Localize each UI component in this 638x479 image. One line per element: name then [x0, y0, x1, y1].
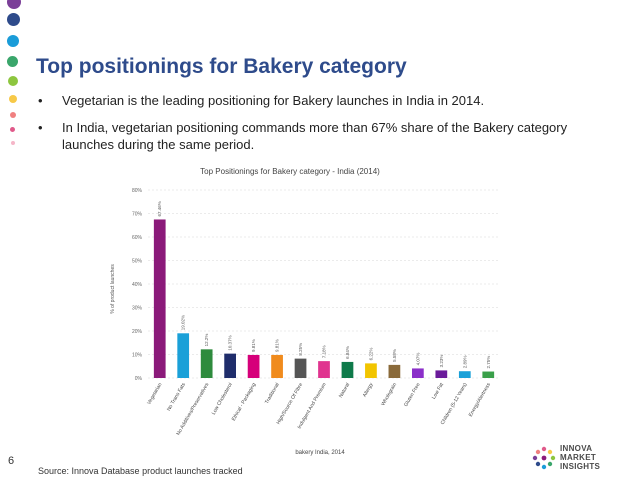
- x-tick-label: Ethical - Packaging: [231, 382, 258, 422]
- x-tick-label: Vegetarian: [146, 382, 163, 406]
- decorative-dot: [7, 0, 21, 9]
- x-tick-label: Gluten Free: [403, 382, 422, 408]
- chart-x-axis-label: bakery India, 2014: [295, 450, 345, 456]
- x-tick-label: No Trans Fats: [166, 382, 187, 413]
- bullet-item: • In India, vegetarian positioning comma…: [38, 119, 598, 153]
- bar: [271, 354, 283, 378]
- bar: [482, 371, 495, 378]
- data-label: 7.18%: [322, 345, 327, 358]
- logo-dots-icon: [532, 446, 556, 470]
- bar: [458, 371, 471, 378]
- data-label: 6.84%: [345, 346, 350, 359]
- y-tick-label: 30%: [132, 306, 143, 312]
- logo-text-line: MARKET: [560, 453, 597, 462]
- data-label: 4.07%: [415, 353, 420, 366]
- data-label: 8.25%: [298, 343, 303, 356]
- page-number: 6: [8, 455, 15, 467]
- logo-text-line: INNOVA: [560, 444, 593, 453]
- bar: [177, 333, 190, 378]
- x-tick-label: Wholegrain: [380, 382, 398, 407]
- data-label: 9.81%: [275, 339, 280, 352]
- bullet-symbol: •: [38, 93, 43, 108]
- data-label: 2.75%: [486, 356, 491, 369]
- x-tick-label: Low Cholesterol: [211, 382, 234, 416]
- decorative-dot: [10, 112, 16, 118]
- y-tick-label: 0%: [135, 376, 143, 382]
- y-tick-label: 10%: [132, 353, 143, 359]
- y-tick-label: 80%: [132, 188, 143, 194]
- bullet-item: • Vegetarian is the leading positioning …: [38, 92, 598, 109]
- decorative-dots: [7, 0, 23, 150]
- x-tick-label: Allergy: [362, 382, 375, 399]
- data-label: 9.81%: [251, 339, 256, 352]
- chart-title: Top Positionings for Bakery category - I…: [200, 167, 380, 176]
- x-tick-label: Energy/Alertness: [468, 382, 492, 418]
- decorative-dot: [7, 56, 18, 67]
- data-label: 67.46%: [157, 201, 162, 216]
- bullet-text: Vegetarian is the leading positioning fo…: [62, 93, 485, 108]
- logo-text: INNOVA MARKET INSIGHTS: [560, 444, 600, 471]
- y-tick-label: 60%: [132, 235, 143, 241]
- y-tick-label: 40%: [132, 282, 143, 288]
- decorative-dot: [7, 13, 20, 26]
- decorative-dot: [7, 35, 19, 47]
- bar-chart: Top Positionings for Bakery category - I…: [110, 167, 500, 456]
- data-label: 5.58%: [392, 349, 397, 362]
- data-label: 2.89%: [462, 355, 467, 368]
- data-label: 6.22%: [368, 348, 373, 361]
- data-label: 19.02%: [181, 315, 186, 330]
- bullet-text: In India, vegetarian positioning command…: [62, 120, 568, 152]
- bar: [318, 361, 330, 378]
- innova-logo: INNOVA MARKET INSIGHTS: [532, 444, 632, 476]
- bar: [200, 349, 213, 378]
- data-label: 3.23%: [439, 355, 444, 368]
- logo-text-line: INSIGHTS: [560, 462, 601, 471]
- decorative-dot: [9, 95, 17, 103]
- decorative-dot: [11, 141, 15, 145]
- x-tick-label: Low Fat: [431, 381, 445, 400]
- bullet-list: • Vegetarian is the leading positioning …: [38, 92, 598, 163]
- y-tick-label: 70%: [132, 212, 143, 218]
- source-note: Source: Innova Database product launches…: [38, 466, 243, 476]
- decorative-dot: [8, 76, 18, 86]
- x-tick-label: Children (5-12 Years): [440, 382, 469, 426]
- bar: [224, 353, 236, 378]
- bar: [341, 361, 354, 378]
- bar: [294, 358, 307, 378]
- bar: [365, 363, 377, 378]
- y-tick-label: 20%: [132, 329, 143, 335]
- x-tick-label: Traditional: [264, 382, 281, 405]
- y-tick-label: 50%: [132, 259, 143, 265]
- bar: [435, 370, 448, 378]
- bar: [388, 364, 401, 378]
- decorative-dot: [10, 127, 15, 132]
- data-label: 10.37%: [228, 335, 233, 350]
- chart-y-axis-label: % of product launches: [110, 264, 116, 314]
- slide-title: Top positionings for Bakery category: [36, 55, 407, 78]
- bar: [153, 219, 166, 378]
- bullet-symbol: •: [38, 120, 43, 135]
- data-label: 12.2%: [204, 334, 209, 347]
- bar: [412, 368, 424, 378]
- x-tick-label: Natural: [338, 382, 351, 399]
- bar: [247, 354, 260, 378]
